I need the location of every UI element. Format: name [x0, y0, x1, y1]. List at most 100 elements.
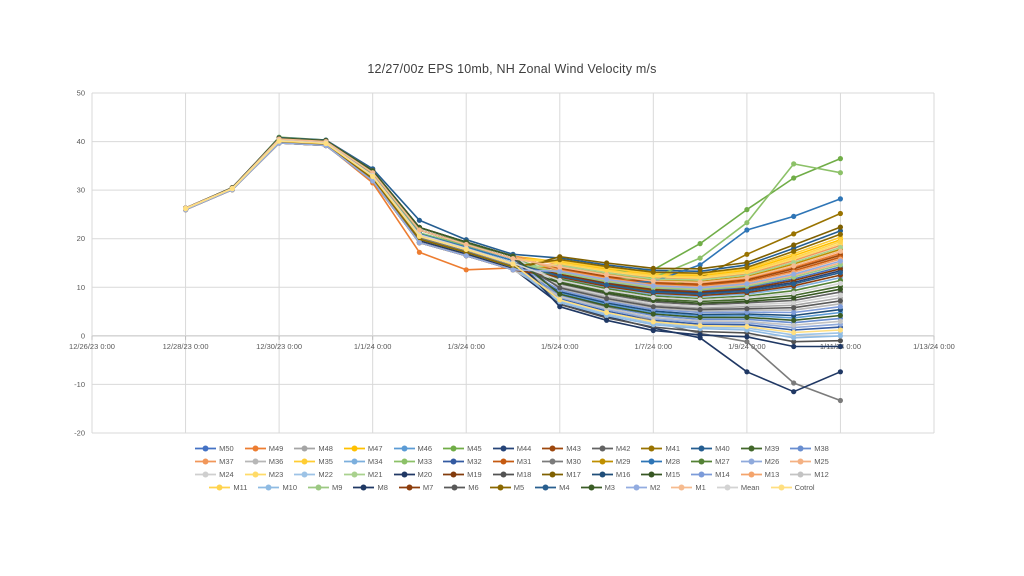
series-marker-M30[interactable]	[837, 397, 844, 404]
legend-item-M4[interactable]: M4	[535, 483, 570, 492]
series-marker-M6[interactable]	[697, 307, 703, 313]
legend-item-M28[interactable]: M28	[641, 457, 680, 466]
series-marker-M8[interactable]	[697, 332, 703, 338]
series-marker-Mean[interactable]	[744, 294, 750, 301]
series-marker-M17[interactable]	[650, 265, 656, 271]
series-marker-M41[interactable]	[791, 231, 797, 237]
series-marker-M3[interactable]	[837, 312, 844, 319]
series-marker-M11[interactable]	[744, 269, 750, 275]
legend-item-M20[interactable]: M20	[393, 470, 432, 479]
series-marker-Cotrol[interactable]	[604, 309, 610, 316]
legend-item-M50[interactable]: M50	[195, 444, 234, 453]
series-marker-M18[interactable]	[791, 339, 797, 345]
series-marker-M12[interactable]	[791, 322, 797, 328]
series-marker-M12[interactable]	[744, 318, 750, 324]
series-marker-M14[interactable]	[791, 309, 797, 316]
series-marker-M8[interactable]	[837, 343, 844, 350]
legend-item-M16[interactable]: M16	[591, 470, 630, 479]
series-marker-M2[interactable]	[744, 281, 750, 287]
series-marker-M18[interactable]	[837, 338, 844, 344]
series-marker-M33[interactable]	[744, 220, 750, 226]
legend-item-M14[interactable]: M14	[691, 470, 730, 479]
legend-item-M30[interactable]: M30	[542, 457, 581, 466]
legend-item-M3[interactable]: M3	[580, 483, 615, 492]
series-marker-Cotrol[interactable]	[463, 246, 469, 252]
series-marker-M3[interactable]	[697, 314, 703, 320]
legend-item-M7[interactable]: M7	[398, 483, 433, 492]
legend-item-M31[interactable]: M31	[492, 457, 531, 466]
series-marker-M33[interactable]	[837, 170, 844, 176]
series-marker-M20[interactable]	[744, 369, 750, 375]
series-marker-M5[interactable]	[650, 269, 656, 275]
series-marker-M11[interactable]	[697, 274, 703, 280]
series-marker-M49[interactable]	[463, 267, 469, 273]
series-marker-M10[interactable]	[837, 333, 844, 339]
legend-item-M29[interactable]: M29	[591, 457, 630, 466]
legend-item-M2[interactable]: M2	[625, 483, 660, 492]
series-marker-Mean[interactable]	[604, 287, 610, 293]
legend-item-M44[interactable]: M44	[492, 444, 531, 453]
series-line-M18[interactable]	[184, 137, 842, 343]
series-marker-Mean[interactable]	[697, 297, 703, 303]
series-marker-M2[interactable]	[791, 271, 797, 277]
series-marker-M5[interactable]	[697, 270, 703, 276]
series-marker-M12[interactable]	[837, 318, 844, 324]
series-marker-M5[interactable]	[557, 257, 563, 263]
series-marker-Mean[interactable]	[837, 280, 844, 286]
legend-item-M38[interactable]: M38	[790, 444, 829, 453]
legend-item-M46[interactable]: M46	[393, 444, 432, 453]
series-marker-M28[interactable]	[791, 213, 797, 219]
series-marker-M1[interactable]	[604, 272, 610, 278]
series-marker-M17[interactable]	[837, 224, 844, 230]
series-marker-M17[interactable]	[744, 259, 750, 266]
series-Cotrol[interactable]	[183, 138, 844, 336]
series-marker-M2[interactable]	[510, 267, 516, 273]
series-marker-Cotrol[interactable]	[744, 324, 750, 330]
legend-item-M8[interactable]: M8	[353, 483, 388, 492]
series-marker-M17[interactable]	[697, 266, 703, 272]
series-marker-Cotrol[interactable]	[697, 323, 703, 329]
legend-item-M27[interactable]: M27	[691, 457, 730, 466]
series-marker-M4[interactable]	[744, 288, 750, 294]
series-M40[interactable]	[183, 135, 844, 274]
series-marker-Cotrol[interactable]	[370, 173, 376, 180]
legend-item-M47[interactable]: M47	[343, 444, 383, 453]
series-marker-M20[interactable]	[837, 369, 844, 375]
series-line-M17[interactable]	[184, 142, 842, 271]
series-marker-M2[interactable]	[370, 178, 376, 184]
series-marker-M6[interactable]	[650, 304, 656, 310]
series-marker-Cotrol[interactable]	[650, 319, 656, 325]
legend-item-M49[interactable]: M49	[244, 444, 283, 453]
series-marker-M49[interactable]	[416, 249, 422, 255]
series-marker-M41[interactable]	[837, 210, 844, 217]
legend-item-M32[interactable]: M32	[443, 457, 482, 466]
series-marker-M11[interactable]	[791, 255, 797, 261]
legend-item-M17[interactable]: M17	[542, 470, 581, 479]
series-marker-Cotrol[interactable]	[416, 233, 422, 239]
series-marker-M1[interactable]	[791, 263, 797, 269]
series-marker-M1[interactable]	[557, 264, 563, 270]
series-marker-M21[interactable]	[837, 244, 844, 251]
series-marker-Cotrol[interactable]	[791, 329, 797, 336]
legend-item-M24[interactable]: M24	[195, 470, 234, 479]
legend-item-M39[interactable]: M39	[740, 444, 779, 453]
series-marker-M24[interactable]	[837, 292, 844, 298]
series-marker-M40[interactable]	[416, 217, 422, 223]
series-marker-M2[interactable]	[604, 276, 610, 283]
series-marker-M33[interactable]	[791, 161, 797, 167]
series-marker-M28[interactable]	[697, 262, 703, 268]
legend-item-M1[interactable]: M1	[671, 483, 706, 492]
series-marker-M5[interactable]	[604, 263, 610, 269]
series-marker-M4[interactable]	[697, 291, 703, 297]
legend-item-M12[interactable]: M12	[790, 470, 829, 479]
legend-item-M42[interactable]: M42	[591, 444, 630, 453]
series-marker-M28[interactable]	[837, 196, 844, 202]
series-marker-Cotrol[interactable]	[557, 297, 563, 303]
series-marker-M2[interactable]	[697, 285, 703, 291]
series-marker-M1[interactable]	[463, 241, 469, 248]
series-marker-M15[interactable]	[837, 286, 844, 292]
series-marker-M2[interactable]	[463, 253, 469, 259]
series-marker-M2[interactable]	[416, 240, 422, 246]
legend-item-M23[interactable]: M23	[244, 470, 283, 479]
legend-item-Cotrol[interactable]: Cotrol	[770, 483, 815, 492]
